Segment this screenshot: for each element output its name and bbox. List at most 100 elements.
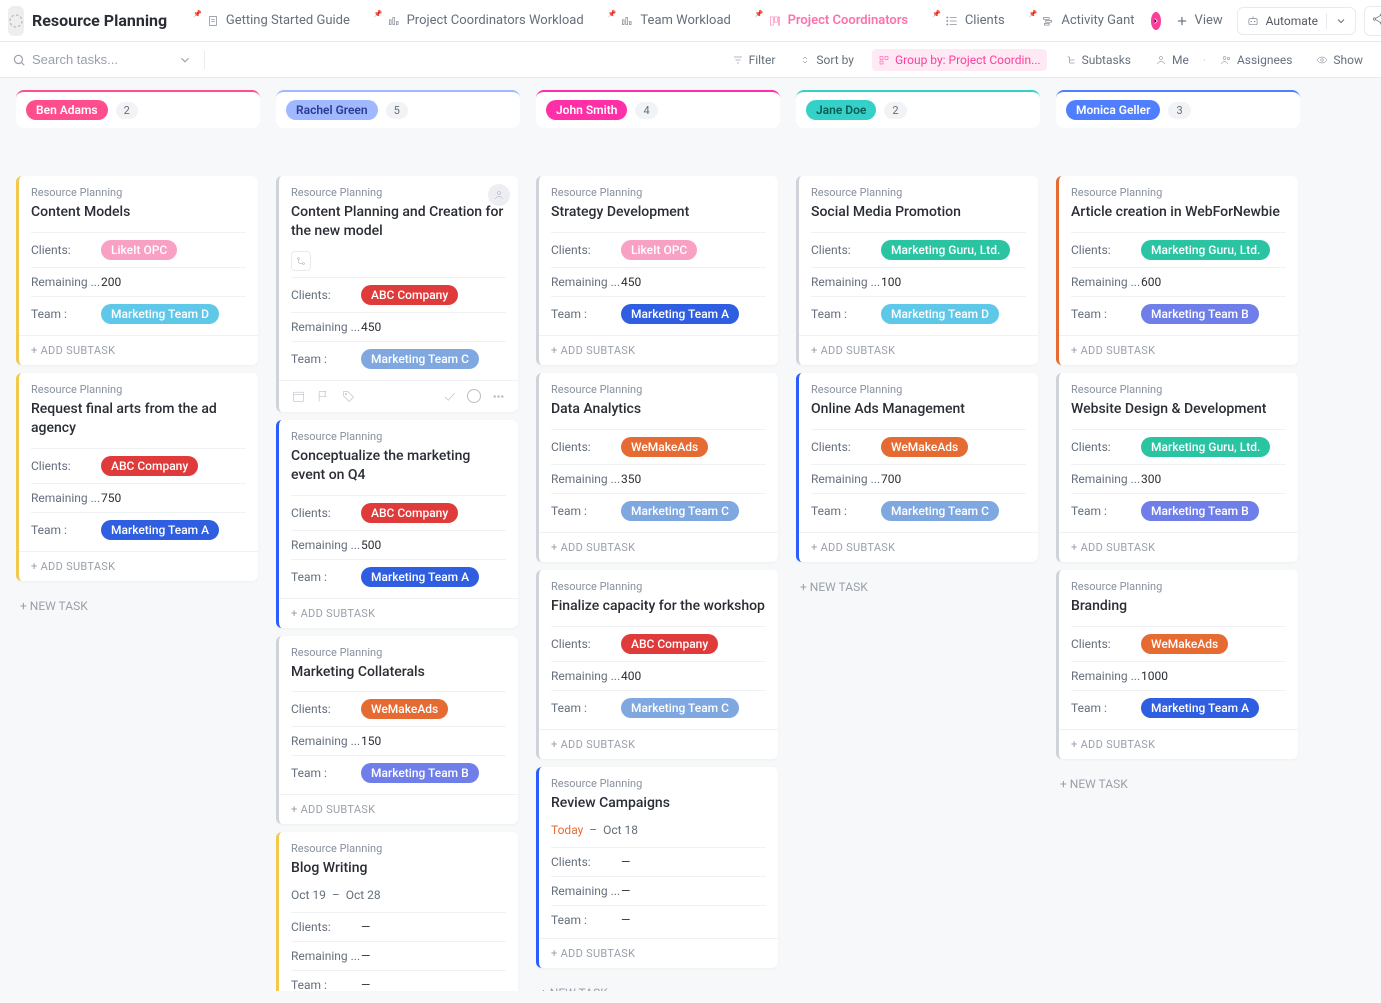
add-subtask-button[interactable]: + ADD SUBTASK [799,335,1038,365]
add-subtask-button[interactable]: + ADD SUBTASK [279,794,518,824]
task-card[interactable]: Resource PlanningData AnalyticsClients:W… [536,373,778,562]
client-tag[interactable]: ABC Company [621,634,718,654]
add-subtask-button[interactable]: + ADD SUBTASK [1059,532,1298,562]
show-button[interactable]: Show [1310,49,1369,71]
card-title: Branding [1071,597,1286,616]
tab-project-coordinators[interactable]: 📌Project Coordinators [745,0,918,42]
add-subtask-button[interactable]: + ADD SUBTASK [539,335,778,365]
task-card[interactable]: Resource PlanningOnline Ads ManagementCl… [796,373,1038,562]
app-icon[interactable] [8,6,24,36]
column-person-chip[interactable]: Rachel Green [286,100,378,120]
add-subtask-button[interactable]: + ADD SUBTASK [1059,335,1298,365]
filter-button[interactable]: Filter [726,49,782,71]
add-subtask-button[interactable]: + ADD SUBTASK [539,729,778,759]
client-tag[interactable]: Marketing Guru, Ltd. [881,240,1010,260]
new-task-button[interactable]: + NEW TASK [1056,767,1298,801]
tag-icon[interactable] [341,389,356,404]
team-tag[interactable]: Marketing Team A [1141,698,1259,718]
add-subtask-button[interactable]: + ADD SUBTASK [1059,729,1298,759]
calendar-icon[interactable] [291,389,306,404]
column-person-chip[interactable]: John Smith [546,100,627,120]
team-tag[interactable]: Marketing Team A [621,304,739,324]
task-card[interactable]: Resource PlanningSocial Media PromotionC… [796,176,1038,365]
flag-icon[interactable] [316,389,331,404]
task-card[interactable]: Resource PlanningBlog WritingOct 19 – Oc… [276,832,518,991]
assignees-button[interactable]: Assignees [1214,49,1298,71]
client-tag[interactable]: LikeIt OPC [101,240,177,260]
status-toggle[interactable] [467,389,481,403]
team-tag[interactable]: Marketing Team A [101,520,219,540]
task-card[interactable]: Resource PlanningArticle creation in Web… [1056,176,1298,365]
add-subtask-button[interactable]: + ADD SUBTASK [19,551,258,581]
check-icon[interactable] [442,389,457,404]
more-icon[interactable] [491,389,506,404]
task-card[interactable]: Resource PlanningBrandingClients:WeMakeA… [1056,570,1298,759]
task-card[interactable]: Resource PlanningWebsite Design & Develo… [1056,373,1298,562]
search-input[interactable] [32,52,172,67]
task-card[interactable]: Resource PlanningContent Planning and Cr… [276,176,518,412]
column-person-chip[interactable]: Jane Doe [806,100,876,120]
team-tag[interactable]: Marketing Team D [881,304,999,324]
column-header[interactable]: Jane Doe2 [796,90,1040,128]
client-tag[interactable]: Marketing Guru, Ltd. [1141,437,1270,457]
add-view-button[interactable]: View [1165,0,1233,42]
task-card[interactable]: Resource PlanningMarketing CollateralsCl… [276,636,518,825]
sort-button[interactable]: Sort by [793,49,860,71]
client-tag[interactable]: ABC Company [101,456,198,476]
subtasks-button[interactable]: Subtasks [1059,49,1137,71]
new-task-button[interactable]: + NEW TASK [796,570,1038,604]
share-icon [1371,12,1381,26]
column-person-chip[interactable]: Ben Adams [26,100,108,120]
automate-button[interactable]: Automate [1237,7,1356,35]
client-tag[interactable]: Marketing Guru, Ltd. [1141,240,1270,260]
task-card[interactable]: Resource PlanningConceptualize the marke… [276,420,518,628]
team-tag[interactable]: Marketing Team C [621,698,739,718]
tab-getting-started-guide[interactable]: 📌Getting Started Guide [183,0,360,42]
task-card[interactable]: Resource PlanningContent ModelsClients:L… [16,176,258,365]
add-subtask-button[interactable]: + ADD SUBTASK [799,532,1038,562]
scroll-tabs-right[interactable] [1151,12,1161,30]
add-subtask-button[interactable]: + ADD SUBTASK [539,938,778,968]
task-card[interactable]: Resource PlanningStrategy DevelopmentCli… [536,176,778,365]
group-by-button[interactable]: Group by: Project Coordin... [872,49,1047,71]
team-tag[interactable]: Marketing Team D [101,304,219,324]
client-tag[interactable]: ABC Company [361,285,458,305]
tab-clients[interactable]: 📌Clients [922,0,1015,42]
column-header[interactable]: Monica Geller3 [1056,90,1300,128]
team-tag[interactable]: Marketing Team C [881,501,999,521]
team-tag[interactable]: Marketing Team C [361,349,479,369]
add-subtask-button[interactable]: + ADD SUBTASK [279,598,518,628]
team-tag[interactable]: Marketing Team B [1141,304,1259,324]
relation-icon[interactable] [291,251,311,271]
new-task-button[interactable]: + NEW TASK [536,976,778,991]
column-header[interactable]: Ben Adams2 [16,90,260,128]
client-tag[interactable]: WeMakeAds [881,437,968,457]
new-task-button[interactable]: + NEW TASK [16,589,258,623]
me-button[interactable]: Me [1149,49,1195,71]
client-tag[interactable]: WeMakeAds [621,437,708,457]
client-tag[interactable]: WeMakeAds [361,699,448,719]
assignee-avatar[interactable] [488,184,510,206]
tab-activity-gant[interactable]: 📌Activity Gant [1019,0,1145,42]
client-tag[interactable]: WeMakeAds [1141,634,1228,654]
chevron-down-icon[interactable] [178,53,192,67]
column-person-chip[interactable]: Monica Geller [1066,100,1160,120]
team-tag[interactable]: Marketing Team A [361,567,479,587]
client-tag[interactable]: ABC Company [361,503,458,523]
task-card[interactable]: Resource PlanningReview CampaignsToday –… [536,767,778,968]
add-subtask-button[interactable]: + ADD SUBTASK [539,532,778,562]
task-card[interactable]: Resource PlanningFinalize capacity for t… [536,570,778,759]
field-remaining: Remaining ...300 [1071,464,1286,493]
task-card[interactable]: Resource PlanningRequest final arts from… [16,373,258,581]
team-tag[interactable]: Marketing Team B [1141,501,1259,521]
tab-project-coordinators-workload[interactable]: 📌Project Coordinators Workload [364,0,594,42]
add-subtask-button[interactable]: + ADD SUBTASK [19,335,258,365]
team-tag[interactable]: Marketing Team B [361,763,479,783]
team-tag[interactable]: Marketing Team C [621,501,739,521]
tab-team-workload[interactable]: 📌Team Workload [598,0,741,42]
share-button[interactable] [1364,6,1381,36]
column-header[interactable]: John Smith4 [536,90,780,128]
card-title: Conceptualize the marketing event on Q4 [291,447,506,485]
client-tag[interactable]: LikeIt OPC [621,240,697,260]
column-header[interactable]: Rachel Green5 [276,90,520,128]
